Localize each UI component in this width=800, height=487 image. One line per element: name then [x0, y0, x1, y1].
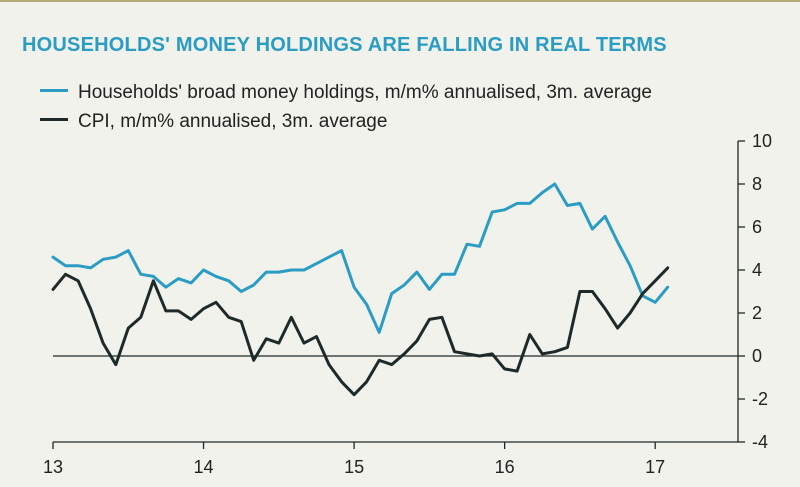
x-tick-label: 13	[43, 457, 63, 477]
legend-swatch-money	[40, 89, 68, 93]
y-tick-label: 10	[752, 131, 772, 151]
x-tick-label: 14	[194, 457, 214, 477]
series-line-cpi	[51, 266, 670, 397]
series-line-money	[51, 182, 670, 334]
y-tick-label: 0	[752, 346, 762, 366]
legend-swatch-cpi	[40, 118, 68, 122]
y-tick-label: -2	[752, 389, 768, 409]
legend-item-money: Households' broad money holdings, m/m% a…	[40, 82, 652, 104]
y-tick-label: 2	[752, 303, 762, 323]
y-tick-label: -4	[752, 432, 768, 452]
y-tick-label: 8	[752, 174, 762, 194]
top-rule	[0, 0, 800, 2]
legend-label-cpi: CPI, m/m% annualised, 3m. average	[78, 111, 388, 132]
chart-title: HOUSEHOLDS' MONEY HOLDINGS ARE FALLING I…	[22, 34, 667, 56]
legend-label-money: Households' broad money holdings, m/m% a…	[78, 82, 652, 103]
y-tick-label: 4	[752, 260, 762, 280]
y-tick-label: 6	[752, 217, 762, 237]
legend-item-cpi: CPI, m/m% annualised, 3m. average	[40, 111, 387, 133]
x-tick-label: 16	[495, 457, 515, 477]
x-tick-label: 15	[344, 457, 364, 477]
x-tick-label: 17	[645, 457, 665, 477]
